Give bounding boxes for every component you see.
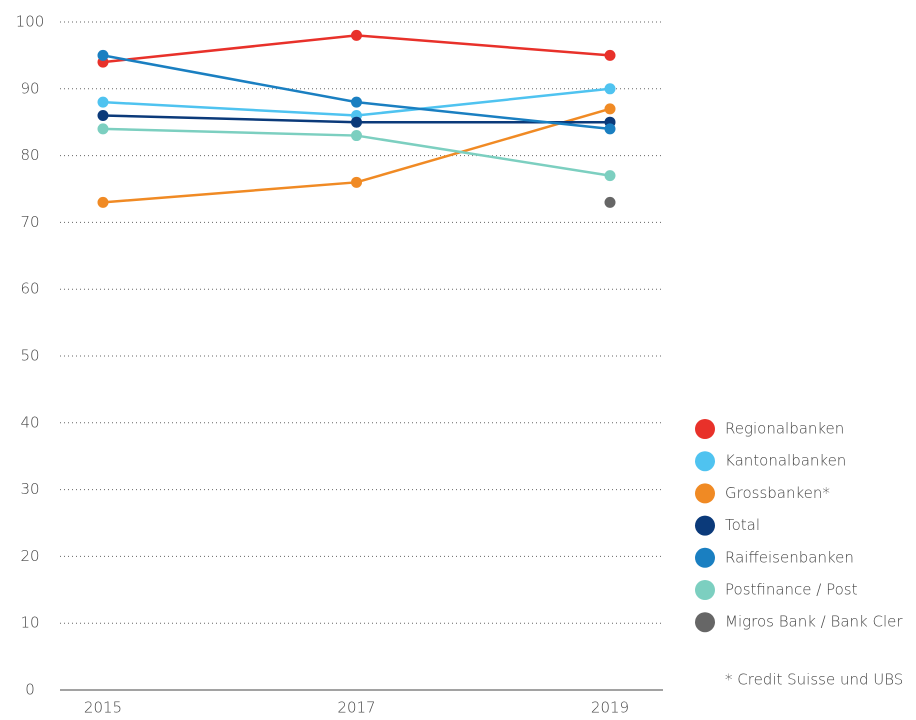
y-tick-label: 90 bbox=[20, 79, 39, 97]
footnote: * Credit Suisse und UBS bbox=[725, 671, 903, 689]
y-tick-label: 40 bbox=[20, 413, 39, 431]
legend-label: Total bbox=[725, 516, 760, 534]
data-point bbox=[351, 176, 362, 188]
legend-label: Migros Bank / Bank Cler bbox=[725, 613, 903, 631]
data-point bbox=[97, 196, 109, 208]
legend-swatch bbox=[695, 451, 715, 472]
data-point bbox=[351, 96, 362, 108]
y-tick-label: 10 bbox=[20, 614, 39, 632]
legend-swatch bbox=[695, 547, 715, 568]
data-point bbox=[604, 170, 616, 182]
y-tick-label: 80 bbox=[20, 146, 39, 164]
x-tick-label: 2015 bbox=[84, 699, 122, 717]
data-point bbox=[604, 123, 616, 135]
data-point bbox=[97, 49, 109, 61]
data-point bbox=[351, 29, 362, 41]
x-tick-label: 2019 bbox=[591, 699, 629, 717]
data-point bbox=[604, 196, 616, 208]
data-point bbox=[97, 110, 109, 122]
legend-swatch bbox=[695, 612, 715, 633]
y-tick-label: 70 bbox=[20, 213, 39, 231]
legend-swatch bbox=[695, 515, 715, 536]
data-point bbox=[97, 123, 109, 135]
y-tick-label: 100 bbox=[16, 13, 45, 31]
data-point bbox=[604, 103, 616, 115]
legend-label: Kantonalbanken bbox=[725, 452, 846, 470]
legend-label: Regionalbanken bbox=[725, 420, 844, 438]
legend-label: Grossbanken* bbox=[725, 484, 830, 502]
legend-label: Raiffeisenbanken bbox=[725, 548, 854, 566]
y-tick-label: 50 bbox=[20, 347, 39, 365]
y-tick-label: 20 bbox=[20, 547, 39, 565]
data-point bbox=[604, 83, 616, 95]
legend-label: Postfinance / Post bbox=[725, 581, 858, 599]
data-point bbox=[351, 116, 362, 128]
x-tick-label: 2017 bbox=[337, 699, 375, 717]
y-tick-label: 0 bbox=[25, 681, 35, 699]
legend-swatch bbox=[695, 419, 715, 439]
data-point bbox=[604, 49, 616, 61]
legend-swatch bbox=[695, 580, 715, 600]
legend-swatch bbox=[695, 483, 715, 504]
data-point bbox=[351, 130, 362, 142]
y-tick-label: 60 bbox=[20, 280, 39, 298]
y-tick-label: 30 bbox=[20, 480, 39, 498]
data-point bbox=[97, 96, 109, 108]
